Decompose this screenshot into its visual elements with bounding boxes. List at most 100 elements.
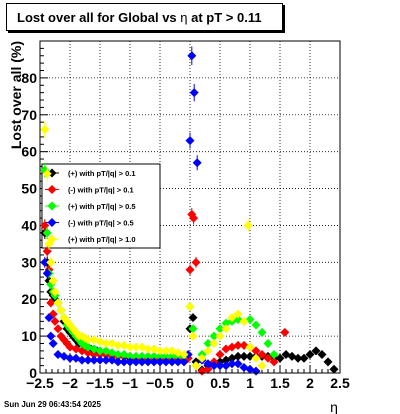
y-tick-label: 60 — [21, 144, 37, 160]
data-point — [143, 351, 153, 361]
x-tick-label: 0 — [186, 375, 194, 391]
data-point — [149, 357, 159, 367]
x-tick-label: 0.5 — [210, 375, 230, 391]
legend-label: (-) with pT/|q| > 0.5 — [68, 219, 134, 228]
data-point — [44, 239, 54, 249]
data-point — [50, 316, 60, 326]
data-point — [187, 51, 197, 61]
data-point — [299, 353, 309, 363]
data-point — [46, 331, 56, 341]
data-point — [245, 342, 255, 352]
data-point — [46, 298, 56, 308]
data-point — [311, 346, 321, 356]
x-tick-label: 2 — [306, 375, 314, 391]
y-axis-title: Lost over all (%) — [8, 41, 24, 149]
data-point — [215, 331, 225, 341]
x-axis-title: η — [330, 399, 338, 414]
y-tick-label: 0 — [29, 365, 37, 381]
data-point — [89, 350, 99, 360]
data-point — [203, 346, 213, 356]
x-tick-label: 1 — [246, 375, 254, 391]
data-point — [137, 357, 147, 367]
data-point — [143, 344, 153, 354]
data-point — [239, 351, 249, 361]
data-point — [131, 342, 141, 352]
data-point — [221, 324, 231, 334]
data-point — [125, 342, 135, 352]
data-point — [233, 309, 243, 319]
data-point — [155, 351, 165, 361]
data-point — [185, 265, 195, 275]
data-point — [44, 313, 54, 323]
y-tick-label: 50 — [21, 181, 37, 197]
data-point — [119, 357, 129, 367]
data-point — [42, 169, 52, 179]
data-point — [233, 359, 243, 369]
data-point — [113, 340, 123, 350]
data-point — [215, 361, 225, 371]
data-point — [293, 353, 303, 363]
data-point — [257, 327, 267, 337]
data-point — [113, 357, 123, 367]
legend-label: (+) with pT/|q| > 0.5 — [68, 202, 136, 211]
data-point — [131, 357, 141, 367]
data-point — [209, 331, 219, 341]
data-point — [77, 355, 87, 365]
x-tick-label: −2 — [62, 375, 78, 391]
legend-box — [41, 163, 161, 249]
chart-title: Lost over all for Global vs η at pT > 0.… — [6, 3, 283, 31]
data-point — [189, 88, 199, 98]
x-tick-label: 1.5 — [270, 375, 290, 391]
data-point — [239, 316, 249, 326]
title-variable: η — [180, 10, 188, 25]
data-point — [40, 257, 50, 267]
data-point — [125, 351, 135, 361]
data-point — [155, 346, 165, 356]
data-point — [42, 268, 52, 278]
x-tick-label: −2.5 — [26, 375, 54, 391]
legend-marker — [47, 218, 57, 227]
data-point — [209, 338, 219, 348]
footer-timestamp: Sun Jun 29 06:43:54 2025 — [4, 400, 101, 409]
legend: (+) with pT/|q| > 0.1 (-) with pT/|q| > 0… — [41, 163, 161, 249]
data-point — [323, 357, 333, 367]
data-point — [188, 324, 198, 334]
x-tick-label: −0.5 — [146, 375, 174, 391]
data-point — [233, 340, 243, 350]
data-point — [53, 298, 63, 308]
legend-label: (+) with pT/|q| > 0.1 — [68, 169, 136, 178]
y-tick-label: 10 — [21, 328, 37, 344]
y-tick-label: 80 — [21, 70, 37, 86]
data-point — [227, 359, 237, 369]
data-point — [161, 346, 171, 356]
data-point — [215, 324, 225, 334]
data-point — [50, 287, 60, 297]
data-point — [269, 350, 279, 360]
data-point — [233, 351, 243, 361]
data-point — [155, 357, 165, 367]
data-point — [191, 257, 201, 267]
data-point — [161, 351, 171, 361]
data-point — [40, 125, 50, 135]
data-point — [95, 346, 105, 356]
data-point — [227, 313, 237, 323]
data-point — [53, 324, 63, 334]
data-point — [189, 213, 199, 223]
data-point — [46, 257, 56, 267]
data-point — [161, 357, 171, 367]
title-prefix: Lost over all for Global vs — [17, 10, 177, 25]
data-point — [83, 335, 93, 345]
data-point — [185, 136, 195, 146]
data-point — [56, 305, 66, 315]
x-tick-label: −1 — [122, 375, 138, 391]
data-point — [243, 220, 253, 230]
data-point — [95, 355, 105, 365]
data-point — [197, 353, 207, 363]
data-point — [179, 357, 189, 367]
data-point — [188, 313, 198, 323]
x-tick-label: 2.5 — [330, 375, 350, 391]
data-point — [215, 350, 225, 360]
data-point — [83, 355, 93, 365]
data-point — [275, 353, 285, 363]
